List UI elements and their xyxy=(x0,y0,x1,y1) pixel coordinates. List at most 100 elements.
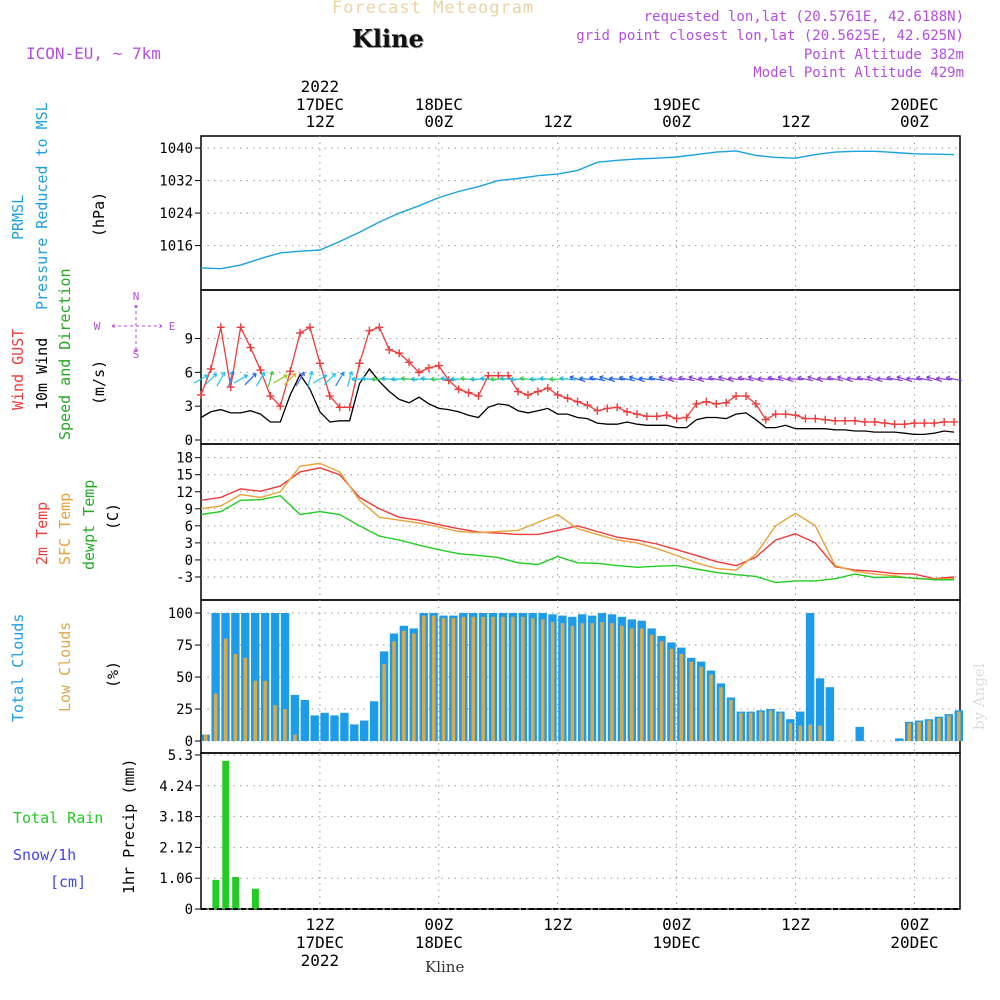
low-clouds-bar xyxy=(253,680,257,741)
low-clouds-bar xyxy=(243,657,248,741)
wind-direction-arrow xyxy=(727,376,745,382)
y-tick-label: 3 xyxy=(185,399,193,415)
low-clouds-bar xyxy=(818,725,822,741)
gust-marker xyxy=(841,416,850,425)
total-clouds-bar xyxy=(290,694,300,741)
low-clouds-bar xyxy=(719,687,723,741)
gust-marker xyxy=(514,387,523,396)
gust-marker xyxy=(751,399,760,408)
gust-marker xyxy=(563,394,572,403)
low-clouds-bar xyxy=(798,725,802,741)
low-clouds-bar xyxy=(213,693,218,741)
low-clouds-bar xyxy=(481,616,485,741)
gust-marker xyxy=(702,397,711,406)
low-clouds-bar xyxy=(947,715,951,741)
gust-marker xyxy=(335,403,344,412)
model-label: ICON-EU, ~ 7km xyxy=(26,44,161,63)
low-clouds-bar xyxy=(431,615,436,741)
gust-marker xyxy=(236,323,245,332)
total-clouds-bar xyxy=(320,712,329,741)
time-label-bottom-date: 20DEC xyxy=(890,933,938,952)
gust-marker xyxy=(821,415,830,424)
wind-direction-arrow xyxy=(886,375,903,382)
grid-point-coords: grid point closest lon,lat (20.5625E, 42… xyxy=(576,28,964,44)
y-tick-label: 1040 xyxy=(159,141,193,157)
time-label-top-date: 17DEC xyxy=(296,95,344,114)
total-clouds-bar xyxy=(805,613,815,741)
total-clouds-bar xyxy=(261,613,270,741)
low-clouds-bar xyxy=(570,625,575,741)
gust-marker xyxy=(296,328,305,337)
low-clouds-bar xyxy=(550,622,555,741)
gust-marker xyxy=(791,411,800,420)
gust-marker xyxy=(593,406,602,415)
low-clouds-bar xyxy=(778,712,783,741)
gust-marker xyxy=(345,403,354,412)
gust-marker xyxy=(682,413,691,422)
y-tick-label: 0 xyxy=(185,553,193,569)
wind-direction-arrow xyxy=(539,376,556,382)
wind-direction-arrow xyxy=(519,376,536,382)
gust-marker xyxy=(920,419,929,428)
low-clouds-bar xyxy=(293,734,297,741)
wind-direction-arrow xyxy=(307,370,314,388)
wind-direction-arrow xyxy=(440,376,457,382)
wind-direction-arrow xyxy=(945,375,963,382)
total-clouds-bar xyxy=(855,726,864,741)
gust-marker xyxy=(474,392,483,401)
wind-direction-arrow xyxy=(267,370,275,388)
low-clouds-bar xyxy=(461,616,466,741)
snow-unit-label: [cm] xyxy=(50,873,87,891)
wind-direction-arrow xyxy=(204,372,218,386)
low-clouds-bar xyxy=(441,618,446,741)
gust-marker xyxy=(761,415,770,424)
rain-bar xyxy=(212,879,220,909)
gust-marker xyxy=(870,417,879,426)
y-tick-label: 1032 xyxy=(159,174,193,190)
y-tick-label: 0 xyxy=(185,734,193,750)
total-clouds-bar xyxy=(251,613,260,741)
wind-direction-arrow xyxy=(244,372,257,386)
y-tick-label: 1.06 xyxy=(159,871,193,887)
time-label-bottom-hour: 12Z xyxy=(781,915,810,934)
gust-marker xyxy=(256,366,265,375)
low-clouds-bar xyxy=(204,734,208,741)
wind-direction-arrow xyxy=(312,374,328,384)
gust-marker xyxy=(890,420,899,429)
low-clouds-bar xyxy=(640,628,644,741)
point-altitude: Point Altitude 382m xyxy=(803,47,964,63)
total-clouds-bar xyxy=(330,715,339,741)
time-label-top-year: 2022 xyxy=(301,77,340,96)
time-label-top-hour: 00Z xyxy=(662,112,691,131)
compass-w: W xyxy=(94,320,101,333)
time-label-bottom-year: 2022 xyxy=(301,951,340,970)
gust-marker xyxy=(464,388,473,397)
panel-frame xyxy=(200,135,961,291)
gust-marker xyxy=(781,410,790,419)
gust-marker xyxy=(623,407,632,416)
y-tick-label: 0 xyxy=(185,902,193,918)
low-clouds-bar xyxy=(610,623,614,741)
low-clouds-bar xyxy=(531,618,535,741)
gust-marker xyxy=(424,363,433,372)
time-label-top-hour: 00Z xyxy=(900,112,929,131)
low-clouds-bar xyxy=(273,705,277,741)
time-label-top-date: 19DEC xyxy=(653,95,701,114)
low-clouds-bar xyxy=(382,664,386,741)
gust-marker xyxy=(454,385,463,394)
gust-marker xyxy=(305,323,314,332)
gust-marker xyxy=(583,401,592,410)
wind-direction-arrow xyxy=(420,376,437,382)
gust-marker xyxy=(226,383,235,392)
gust-marker xyxy=(940,417,949,426)
low-clouds-bar xyxy=(402,630,406,741)
low-clouds-bar xyxy=(748,712,753,741)
gust-marker xyxy=(266,392,275,401)
y-tick-label: 25 xyxy=(176,702,193,718)
y-tick-label: 3.18 xyxy=(159,810,193,826)
gust-marker xyxy=(741,392,750,401)
total-clouds-bar xyxy=(211,613,220,741)
wind-direction-arrow xyxy=(698,376,715,382)
wind-direction-arrow xyxy=(284,372,297,386)
